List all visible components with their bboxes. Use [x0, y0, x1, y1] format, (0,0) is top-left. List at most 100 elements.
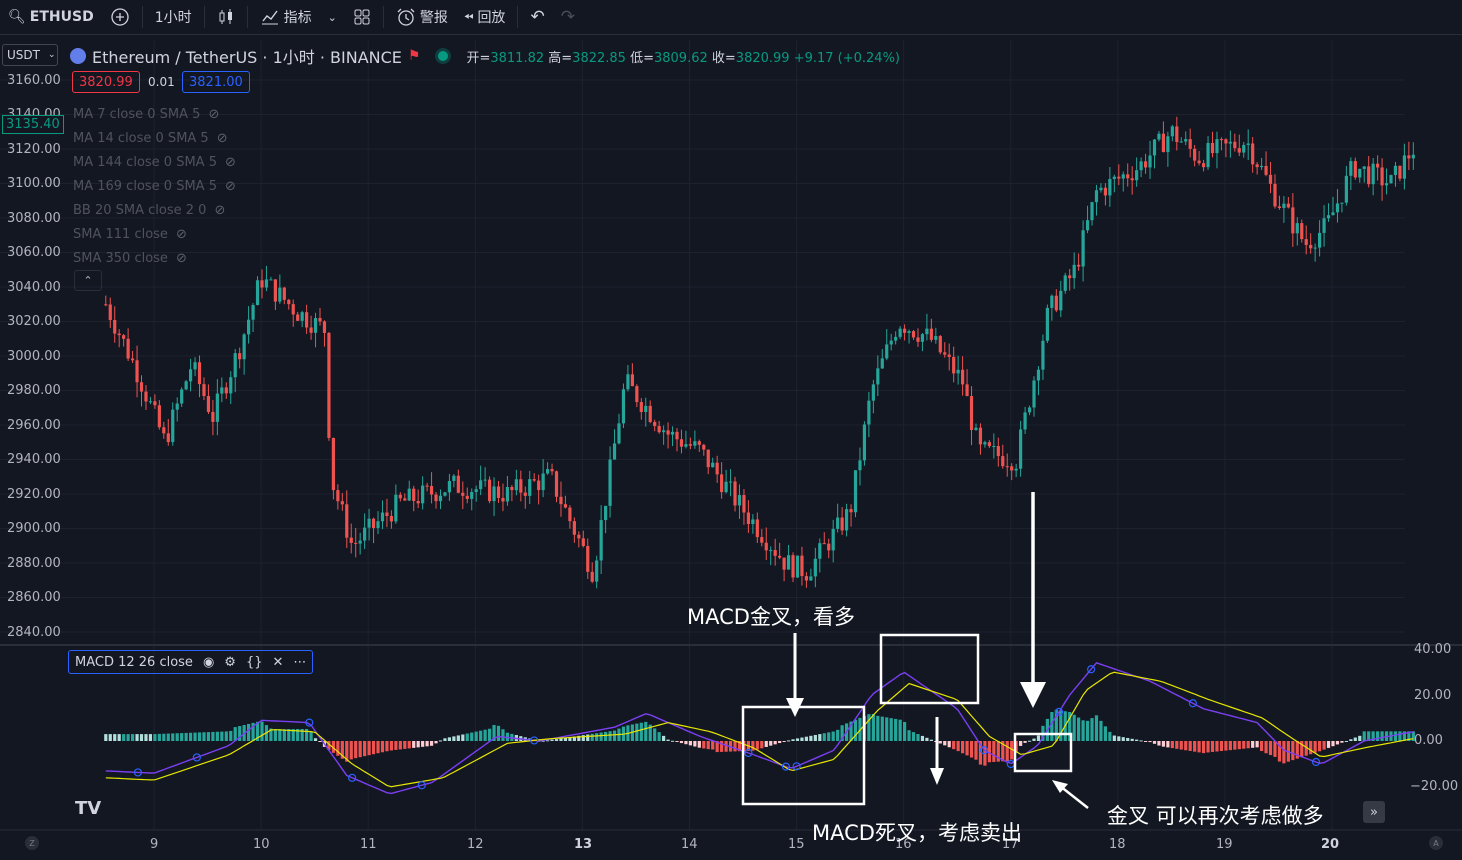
- search-icon: 🔍︎: [8, 9, 26, 25]
- flag-icon[interactable]: ⚑: [407, 48, 421, 64]
- compare-button[interactable]: [102, 0, 138, 34]
- histogram-bar: [1201, 741, 1206, 754]
- interval-button[interactable]: 1小时: [147, 0, 200, 34]
- eye-hidden-icon[interactable]: ⊘: [224, 178, 236, 194]
- candle-body: [1349, 161, 1353, 176]
- tradingview-logo[interactable]: TV: [75, 798, 102, 819]
- timezone-toggle[interactable]: Z: [25, 836, 39, 850]
- annotation-drawings[interactable]: [741, 492, 1089, 809]
- histogram-bar: [157, 733, 161, 741]
- histogram-bar: [1349, 739, 1353, 741]
- collapse-legend-button[interactable]: ⌃: [74, 270, 102, 291]
- layout-button[interactable]: [345, 0, 379, 34]
- alert-button[interactable]: 警报: [388, 0, 456, 34]
- indicator-item-ma7[interactable]: MA 7 close 0 SMA 5 ⊘: [73, 102, 236, 126]
- histogram-bar: [1268, 741, 1273, 756]
- golden-cross-box[interactable]: [741, 705, 866, 806]
- indicator-item-ma169[interactable]: MA 169 close 0 SMA 5 ⊘: [73, 174, 236, 198]
- indicators-dropdown[interactable]: ⌄: [320, 0, 345, 34]
- undo-button[interactable]: ↶: [522, 0, 552, 34]
- macd-tick: −20.00: [1410, 779, 1459, 794]
- death-cross-box[interactable]: [879, 633, 980, 705]
- eye-hidden-icon[interactable]: ⊘: [224, 154, 236, 170]
- histogram-bar: [1152, 741, 1157, 744]
- currency-select[interactable]: USDT ⌄: [2, 44, 58, 66]
- chart-type-button[interactable]: [209, 0, 243, 34]
- time-tick: 9: [150, 837, 159, 852]
- histogram-bar: [836, 729, 840, 741]
- indicator-item-ma14[interactable]: MA 14 close 0 SMA 5 ⊘: [73, 126, 236, 150]
- eye-icon[interactable]: ◉: [202, 654, 215, 670]
- chart-title[interactable]: Ethereum / TetherUS · 1小时 · BINANCE: [92, 48, 402, 67]
- histogram-bar: [1304, 741, 1308, 756]
- indicators-button[interactable]: 指标: [252, 0, 320, 34]
- cross-marker: [744, 748, 753, 758]
- histogram-bar: [1393, 731, 1398, 741]
- sell-button[interactable]: 3820.99: [72, 71, 140, 93]
- macd-line: [105, 661, 1414, 795]
- auto-scale-toggle[interactable]: A: [1429, 836, 1443, 850]
- histogram-bar: [1117, 736, 1121, 741]
- candle-body: [822, 543, 826, 545]
- histogram-bar: [943, 741, 947, 746]
- indicator-item-ma144[interactable]: MA 144 close 0 SMA 5 ⊘: [73, 150, 236, 174]
- eye-hidden-icon[interactable]: ⊘: [216, 130, 228, 146]
- replay-button[interactable]: ⏪︎ 回放: [456, 0, 514, 34]
- symbol-search[interactable]: 🔍︎ ETHUSD: [0, 0, 102, 34]
- golden-cross-again-arrow[interactable]: [1059, 785, 1089, 809]
- candle-body: [612, 443, 617, 460]
- candle-body: [916, 337, 920, 342]
- candle-body: [1157, 133, 1161, 140]
- histogram-bar: [885, 717, 889, 741]
- expand-button[interactable]: »: [1363, 801, 1385, 823]
- divider: [203, 6, 205, 28]
- candle-body: [952, 356, 956, 374]
- source-code-icon[interactable]: {}: [245, 654, 263, 670]
- histogram-bar: [282, 729, 286, 741]
- golden-cross-again-note[interactable]: 金叉 可以再次考虑做多: [1107, 804, 1324, 828]
- candle-body: [300, 312, 304, 321]
- eye-hidden-icon[interactable]: ⊘: [175, 226, 187, 242]
- settings-icon[interactable]: ⚙: [224, 654, 236, 670]
- market-status-icon[interactable]: [438, 51, 449, 61]
- candle-body: [206, 396, 211, 412]
- histogram-bar: [1050, 712, 1054, 741]
- price-tick: 3080.00: [7, 211, 61, 226]
- candle-body: [1085, 220, 1090, 231]
- histogram-bar: [938, 741, 942, 744]
- candle-body: [122, 335, 126, 339]
- histogram-bar: [1197, 741, 1201, 753]
- divider: [141, 6, 143, 28]
- candle-body: [577, 534, 581, 539]
- candle-body: [363, 527, 367, 541]
- chart-canvas[interactable]: [0, 35, 1462, 860]
- indicator-item-bb[interactable]: BB 20 SMA close 2 0 ⊘: [73, 198, 236, 222]
- close-icon[interactable]: ✕: [272, 654, 284, 670]
- indicator-item-sma350[interactable]: SMA 350 close ⊘: [73, 246, 236, 270]
- candle-body: [514, 479, 518, 491]
- more-icon[interactable]: ⋯: [293, 654, 307, 670]
- histogram-bar: [251, 722, 255, 741]
- eye-hidden-icon[interactable]: ⊘: [175, 250, 187, 266]
- cross-marker: [1054, 707, 1064, 716]
- candle-body: [1304, 239, 1308, 245]
- redo-button[interactable]: ↷: [553, 0, 583, 34]
- golden-cross-note[interactable]: MACD金叉，看多: [687, 605, 855, 629]
- buy-button[interactable]: 3821.00: [182, 71, 250, 93]
- histogram-bar: [1161, 741, 1166, 747]
- candle-body: [831, 528, 835, 551]
- eye-hidden-icon[interactable]: ⊘: [214, 202, 226, 218]
- eye-hidden-icon[interactable]: ⊘: [208, 106, 220, 122]
- candle-body: [1340, 202, 1344, 204]
- indicator-item-sma111[interactable]: SMA 111 close ⊘: [73, 222, 236, 246]
- candle-body: [510, 486, 514, 491]
- price-tick: 3160.00: [7, 73, 61, 88]
- candle-body: [282, 287, 286, 300]
- candle-body: [211, 411, 215, 422]
- histogram-bar: [956, 741, 960, 752]
- death-cross-note[interactable]: MACD死叉，考虑卖出: [812, 821, 1022, 845]
- candle-body: [898, 328, 902, 337]
- histogram-bar: [318, 741, 322, 742]
- macd-legend[interactable]: MACD 12 26 close ◉ ⚙ {} ✕ ⋯: [68, 650, 314, 674]
- golden-cross-again-box[interactable]: [1013, 732, 1073, 773]
